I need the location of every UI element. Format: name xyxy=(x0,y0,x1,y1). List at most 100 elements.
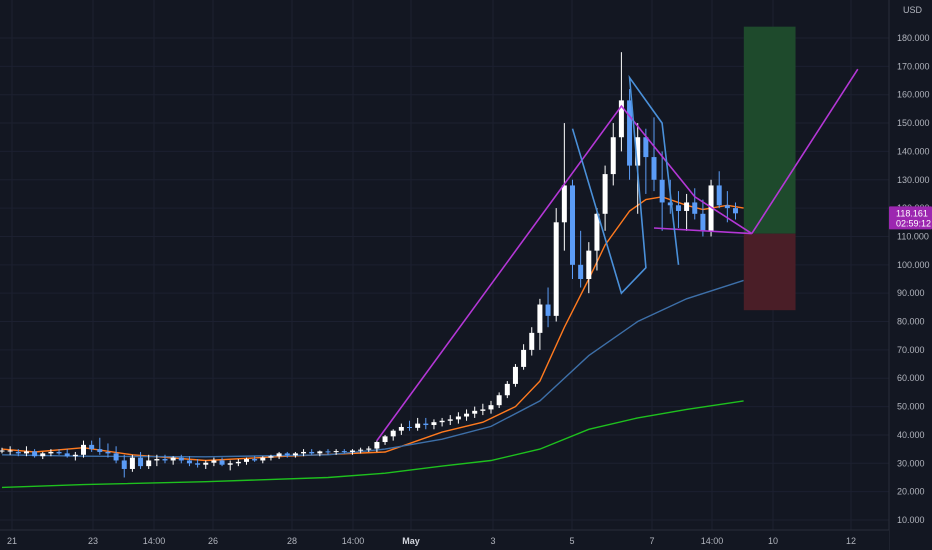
candle-body[interactable] xyxy=(635,137,641,166)
candle-body[interactable] xyxy=(252,459,258,461)
candle-body[interactable] xyxy=(480,409,486,411)
candle-body[interactable] xyxy=(431,422,437,426)
candle-body[interactable] xyxy=(48,451,54,454)
candle-body[interactable] xyxy=(521,349,527,367)
candle-body[interactable] xyxy=(64,453,70,457)
candle-body[interactable] xyxy=(40,453,46,457)
candle-body[interactable] xyxy=(23,451,29,454)
candle-body[interactable] xyxy=(89,444,95,450)
candle-body[interactable] xyxy=(195,463,201,465)
candle-body[interactable] xyxy=(325,451,331,453)
candle-body[interactable] xyxy=(235,461,241,464)
candle-body[interactable] xyxy=(504,383,510,396)
candle-body[interactable] xyxy=(684,202,690,211)
candle-body[interactable] xyxy=(570,185,575,265)
candle-body[interactable] xyxy=(724,205,730,209)
candle-body[interactable] xyxy=(333,451,339,453)
candle-body[interactable] xyxy=(643,137,649,158)
candle-body[interactable] xyxy=(56,451,62,454)
candle-body[interactable] xyxy=(317,451,323,454)
candle-body[interactable] xyxy=(618,100,624,138)
candle-body[interactable] xyxy=(146,460,152,467)
candle-body[interactable] xyxy=(276,453,282,457)
pattern-line-4[interactable] xyxy=(571,74,680,295)
time-axis[interactable] xyxy=(0,530,889,550)
candle-body[interactable] xyxy=(284,453,290,456)
candle-body[interactable] xyxy=(578,264,584,279)
candle-body[interactable] xyxy=(390,430,396,437)
candle-body[interactable] xyxy=(553,222,559,316)
pattern-line-3[interactable] xyxy=(751,68,859,235)
candle-body[interactable] xyxy=(561,185,567,223)
candle-body[interactable] xyxy=(586,250,592,279)
candle-body[interactable] xyxy=(309,451,315,454)
candle-body[interactable] xyxy=(260,457,266,461)
candle-body[interactable] xyxy=(610,137,616,175)
candle-body[interactable] xyxy=(415,423,421,428)
candle-body[interactable] xyxy=(219,460,225,465)
candle-body[interactable] xyxy=(121,460,127,469)
candle-body[interactable] xyxy=(170,457,176,461)
candle-body[interactable] xyxy=(301,451,307,454)
candle-body[interactable] xyxy=(700,213,706,231)
candle-body[interactable] xyxy=(602,174,608,214)
candle-body[interactable] xyxy=(162,459,168,461)
position-stop-zone[interactable] xyxy=(743,233,796,311)
candle-body[interactable] xyxy=(292,453,298,456)
candle-body[interactable] xyxy=(529,332,535,350)
position-target-zone[interactable] xyxy=(743,26,796,234)
candle-body[interactable] xyxy=(358,449,364,451)
candle-body[interactable] xyxy=(659,179,665,203)
candle-body[interactable] xyxy=(268,456,274,458)
candle-body[interactable] xyxy=(227,463,233,465)
pattern-line-1[interactable] xyxy=(376,104,753,442)
candle-body[interactable] xyxy=(105,451,111,454)
candle-body[interactable] xyxy=(186,460,192,464)
candle-body[interactable] xyxy=(594,213,600,251)
candle-body[interactable] xyxy=(129,457,135,469)
candle-body[interactable] xyxy=(366,448,372,450)
candle-body[interactable] xyxy=(675,205,681,211)
candle-body[interactable] xyxy=(15,451,21,454)
candle-body[interactable] xyxy=(382,436,388,443)
candle-body[interactable] xyxy=(244,459,249,462)
candle-body[interactable] xyxy=(692,202,698,214)
candle-body[interactable] xyxy=(178,457,184,461)
candle-body[interactable] xyxy=(203,462,209,465)
candle-body[interactable] xyxy=(455,416,461,420)
price-axis[interactable] xyxy=(889,0,932,550)
candle-body[interactable] xyxy=(32,451,38,457)
candle-body[interactable] xyxy=(733,208,738,214)
candle-body[interactable] xyxy=(667,202,673,206)
candle-body[interactable] xyxy=(423,423,429,426)
candle-body[interactable] xyxy=(211,460,217,463)
candle-body[interactable] xyxy=(716,185,722,206)
candle-body[interactable] xyxy=(113,453,119,461)
candle-body[interactable] xyxy=(464,413,470,417)
candle-body[interactable] xyxy=(496,395,502,406)
candle-body[interactable] xyxy=(472,410,478,414)
candle-body[interactable] xyxy=(439,420,445,423)
candle-body[interactable] xyxy=(7,450,13,452)
candle-body[interactable] xyxy=(537,304,543,333)
candle-body[interactable] xyxy=(627,100,633,166)
candle-body[interactable] xyxy=(341,451,347,453)
candle-body[interactable] xyxy=(72,454,78,457)
candle-body[interactable] xyxy=(407,427,412,429)
pattern-line-2[interactable] xyxy=(653,227,752,235)
candle-body[interactable] xyxy=(374,442,380,449)
candle-body[interactable] xyxy=(545,304,551,316)
candle-body[interactable] xyxy=(349,450,355,452)
candle-body[interactable] xyxy=(398,427,404,431)
candle-body[interactable] xyxy=(154,459,160,461)
candle-body[interactable] xyxy=(138,457,144,467)
candle-body[interactable] xyxy=(651,157,657,180)
candle-body[interactable] xyxy=(447,419,453,421)
candle-body[interactable] xyxy=(97,449,103,452)
candle-body[interactable] xyxy=(0,450,5,452)
candle-body[interactable] xyxy=(512,366,518,384)
candle-body[interactable] xyxy=(488,405,494,410)
candle-body[interactable] xyxy=(81,444,86,455)
